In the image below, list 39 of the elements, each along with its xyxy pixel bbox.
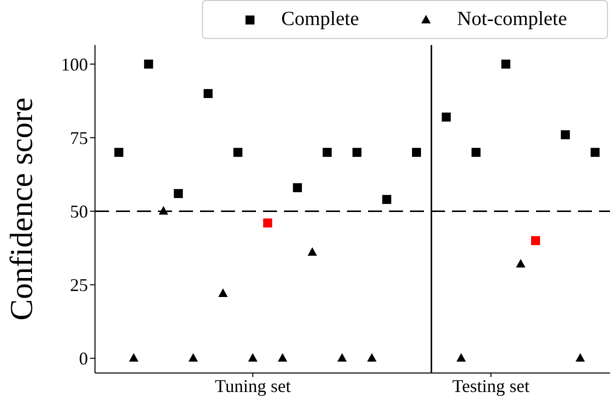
point: [128, 353, 138, 362]
point: [188, 353, 198, 362]
point: [412, 148, 422, 157]
point: [278, 353, 288, 362]
y-tick-label: 75: [70, 128, 88, 148]
point: [114, 148, 124, 157]
point: [174, 189, 183, 198]
y-tick-label: 0: [79, 348, 88, 369]
legend-label: Complete: [281, 8, 360, 31]
point: [531, 236, 540, 246]
point: [158, 206, 168, 215]
y-axis-title: Confidence score: [3, 97, 39, 321]
point: [472, 148, 481, 157]
point: [516, 258, 526, 268]
point: [576, 353, 585, 362]
point: [382, 194, 392, 204]
y-tick-label: 100: [61, 54, 88, 75]
point: [590, 148, 600, 157]
point: [337, 353, 347, 362]
point: [442, 112, 451, 122]
point: [560, 130, 570, 140]
point: [144, 60, 154, 69]
point: [248, 353, 258, 362]
point: [218, 288, 228, 297]
point: [501, 60, 510, 69]
legend-label: Not-complete: [457, 8, 567, 31]
point: [308, 247, 318, 256]
point: [367, 353, 377, 362]
point: [456, 353, 466, 362]
x-tick-label: Tuning set: [214, 376, 291, 396]
x-tick-label: Testing set: [452, 376, 530, 396]
point: [352, 148, 362, 157]
point: [233, 148, 242, 157]
y-tick-label: 50: [70, 202, 88, 222]
point: [292, 183, 302, 192]
y-tick-label: 25: [70, 275, 88, 296]
point: [204, 89, 213, 98]
point: [263, 218, 272, 228]
point: [322, 148, 332, 157]
